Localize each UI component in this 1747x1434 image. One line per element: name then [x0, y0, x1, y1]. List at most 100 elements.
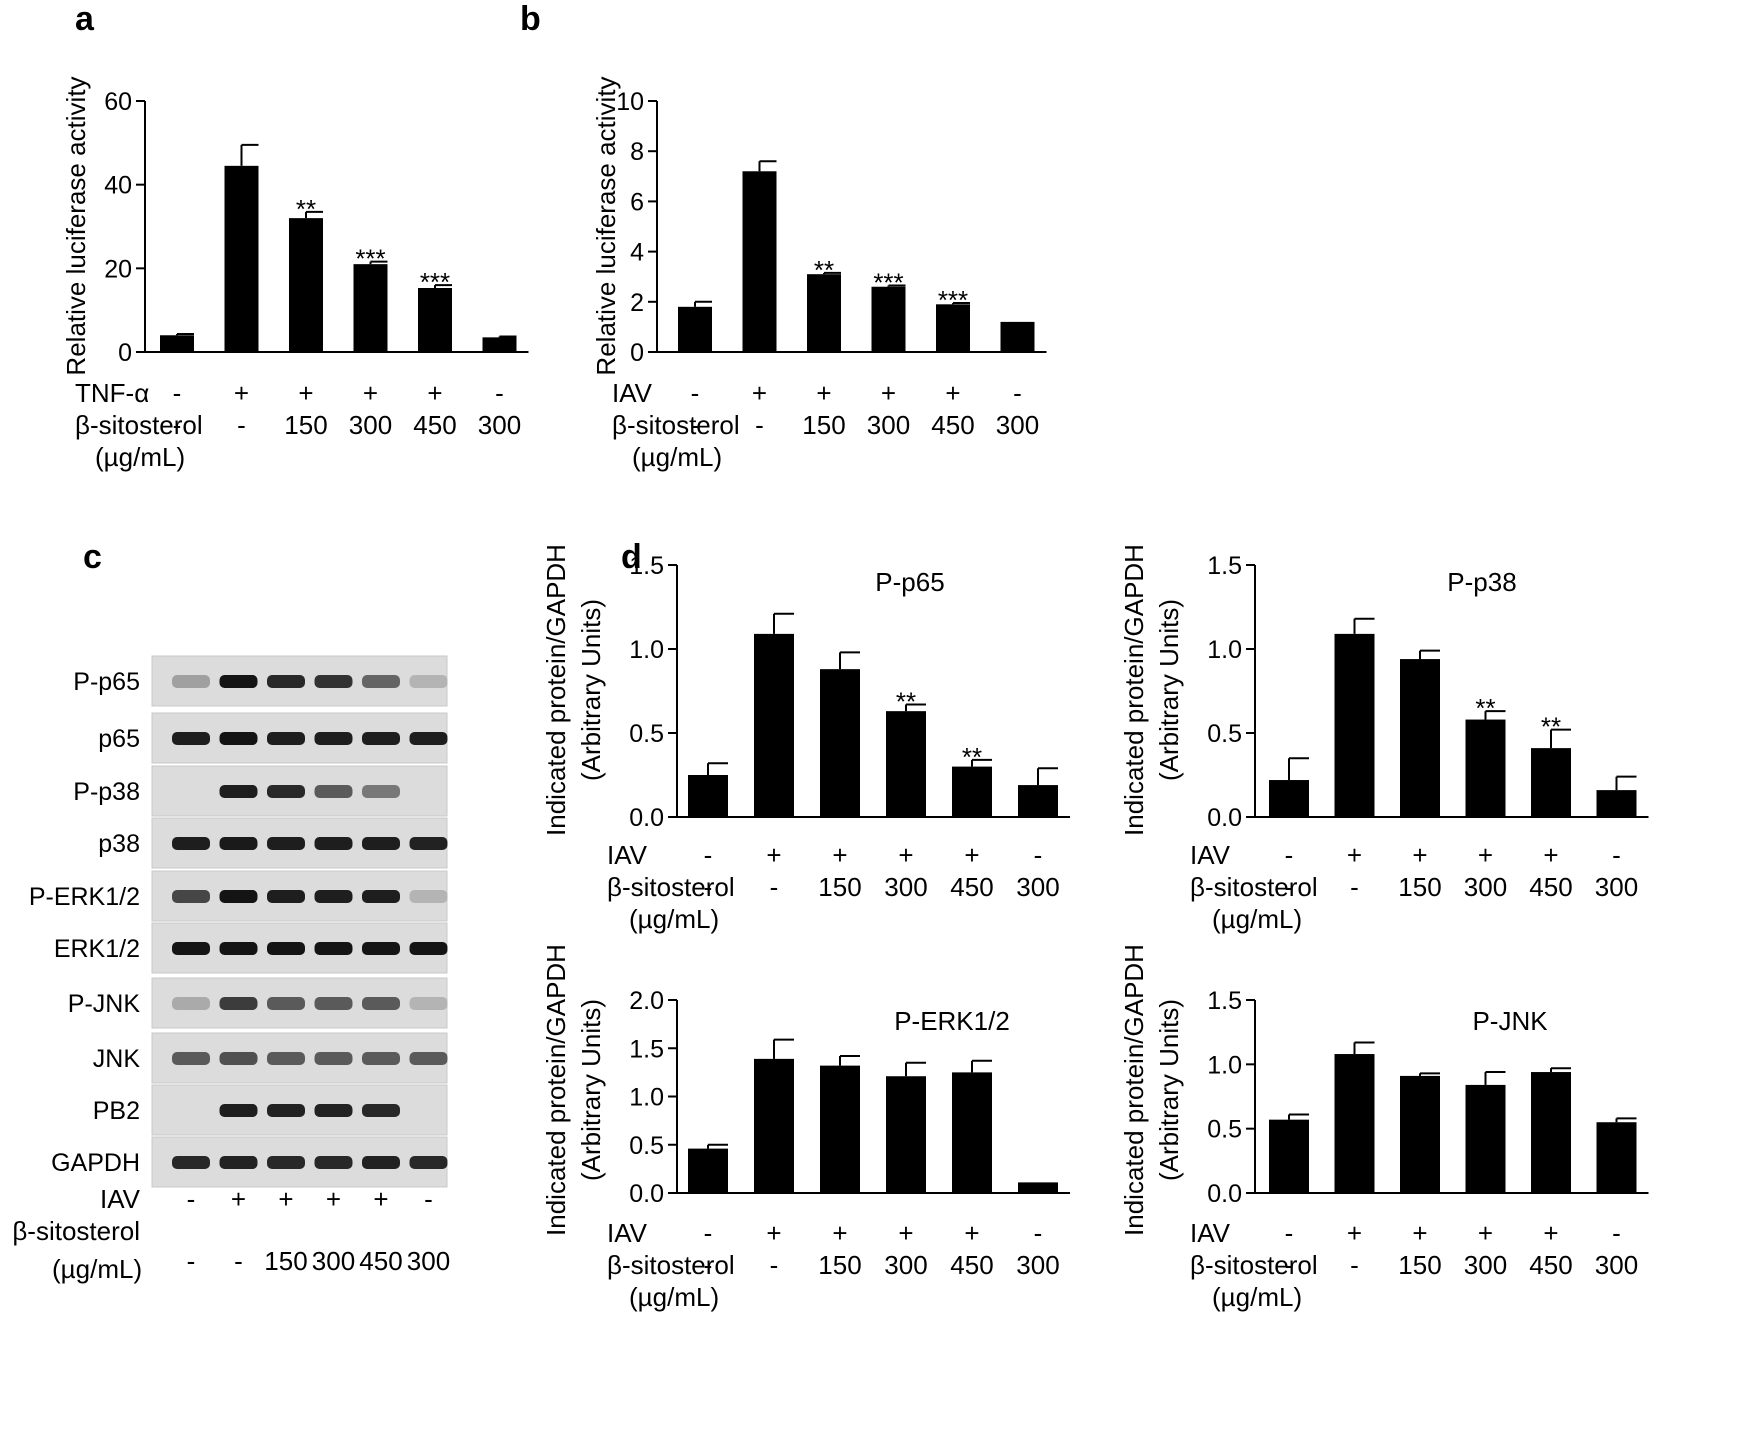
condition-cell: - [1034, 1218, 1043, 1248]
blot-condition-cell: 300 [407, 1246, 450, 1276]
y-tick-label: 1.5 [629, 552, 664, 580]
bar [754, 633, 794, 817]
blot-condition-cell: + [373, 1184, 388, 1214]
bar [1334, 1054, 1375, 1193]
blot-row-label: P-p65 [73, 668, 140, 696]
blot-band [172, 1156, 210, 1169]
significance-label: ** [1475, 693, 1495, 723]
condition-label: IAV [612, 378, 653, 408]
blot-band [314, 732, 353, 745]
blot-band [314, 785, 353, 798]
condition-cell: + [1478, 1218, 1493, 1248]
bar [688, 1148, 728, 1193]
y-tick-label: 0 [118, 339, 132, 367]
y-tick-label: 2 [630, 289, 644, 317]
y-tick-label: 1.5 [629, 1035, 664, 1063]
significance-label: *** [938, 285, 968, 315]
chart-title: P-p65 [875, 567, 944, 597]
blot-band [172, 890, 210, 903]
bar [807, 274, 841, 352]
condition-cell: + [766, 1218, 781, 1248]
bar [289, 218, 323, 352]
blot-row-label: GAPDH [51, 1149, 140, 1177]
blot-band [362, 890, 400, 903]
condition-cell: - [495, 378, 504, 408]
condition-cell: 300 [867, 410, 910, 440]
blot-band [172, 675, 210, 688]
blot-band [267, 890, 305, 903]
y-tick-label: 10 [616, 88, 644, 116]
blot-band [219, 785, 258, 798]
panel-letter-a: a [75, 0, 95, 38]
bar [886, 711, 926, 817]
unit-label: (µg/mL) [632, 442, 722, 472]
bar [1400, 659, 1440, 817]
condition-cell: - [1612, 1218, 1621, 1248]
condition-label: IAV [1190, 840, 1231, 870]
condition-cell: 450 [1529, 1250, 1572, 1280]
condition-cell: + [964, 1218, 979, 1248]
condition-cell: + [898, 840, 913, 870]
blot-band [314, 1156, 353, 1169]
chart-d3: 0.0 0.5 1.0 1.5 2.0 Indicated protein/GAPDH (A… [541, 944, 1070, 1312]
bar [1531, 1072, 1571, 1193]
condition-cell: + [832, 840, 847, 870]
blot-band [172, 732, 210, 745]
chart-title: P-JNK [1472, 1006, 1548, 1036]
unit-label: (µg/mL) [95, 442, 185, 472]
condition-cell: + [1543, 1218, 1558, 1248]
condition-cell: + [1543, 840, 1558, 870]
y-tick-label: 0.0 [629, 804, 664, 832]
blot-band [409, 942, 448, 955]
blot-row-label: P-p38 [73, 778, 140, 806]
bar [1531, 748, 1571, 817]
condition-cell: - [704, 840, 713, 870]
condition-cell: - [755, 410, 764, 440]
condition-cell: 150 [284, 410, 327, 440]
y-tick-label: 1.0 [629, 1084, 664, 1112]
blot-unit-label: (µg/mL) [52, 1254, 142, 1284]
bar [886, 1076, 926, 1193]
blot-band [409, 732, 448, 745]
panel-letter-d: d [621, 538, 642, 576]
condition-cell: - [1013, 378, 1022, 408]
condition-cell: 300 [1464, 872, 1507, 902]
blot-band [172, 942, 210, 955]
condition-cell: + [832, 1218, 847, 1248]
bar [1334, 633, 1375, 817]
significance-label: ** [814, 255, 834, 285]
blot-band [172, 1052, 210, 1065]
blot-band [362, 1104, 400, 1117]
condition-cell: + [1347, 1218, 1362, 1248]
condition-cell: 150 [802, 410, 845, 440]
condition-cell: + [816, 378, 831, 408]
condition-cell: 300 [996, 410, 1039, 440]
blot-band [267, 732, 305, 745]
condition-cell: - [1285, 872, 1294, 902]
blot-row-label: p65 [98, 725, 140, 753]
condition-cell: 300 [1016, 872, 1059, 902]
condition-cell: 300 [884, 872, 927, 902]
blot-band [362, 675, 400, 688]
blot-band [314, 890, 353, 903]
condition-cell: + [1478, 840, 1493, 870]
y-tick-label: 0.5 [629, 1132, 664, 1160]
condition-cell: + [964, 840, 979, 870]
condition-cell: + [898, 1218, 913, 1248]
blot-condition-cell: - [234, 1246, 243, 1276]
blot-band [314, 942, 353, 955]
blot-condition-label: IAV [100, 1184, 141, 1214]
bar [1400, 1075, 1440, 1193]
y-axis-title: Relative luciferase activity [591, 76, 621, 375]
unit-label: (µg/mL) [629, 904, 719, 934]
y-tick-label: 0.0 [629, 1180, 664, 1208]
blot-condition-cell: - [187, 1246, 196, 1276]
blot-row-label: ERK1/2 [54, 935, 140, 963]
condition-cell: 300 [349, 410, 392, 440]
condition-cell: - [237, 410, 246, 440]
blot-band [409, 890, 448, 903]
blot-band [409, 997, 448, 1010]
y-tick-label: 0.5 [629, 720, 664, 748]
blot-band [362, 997, 400, 1010]
